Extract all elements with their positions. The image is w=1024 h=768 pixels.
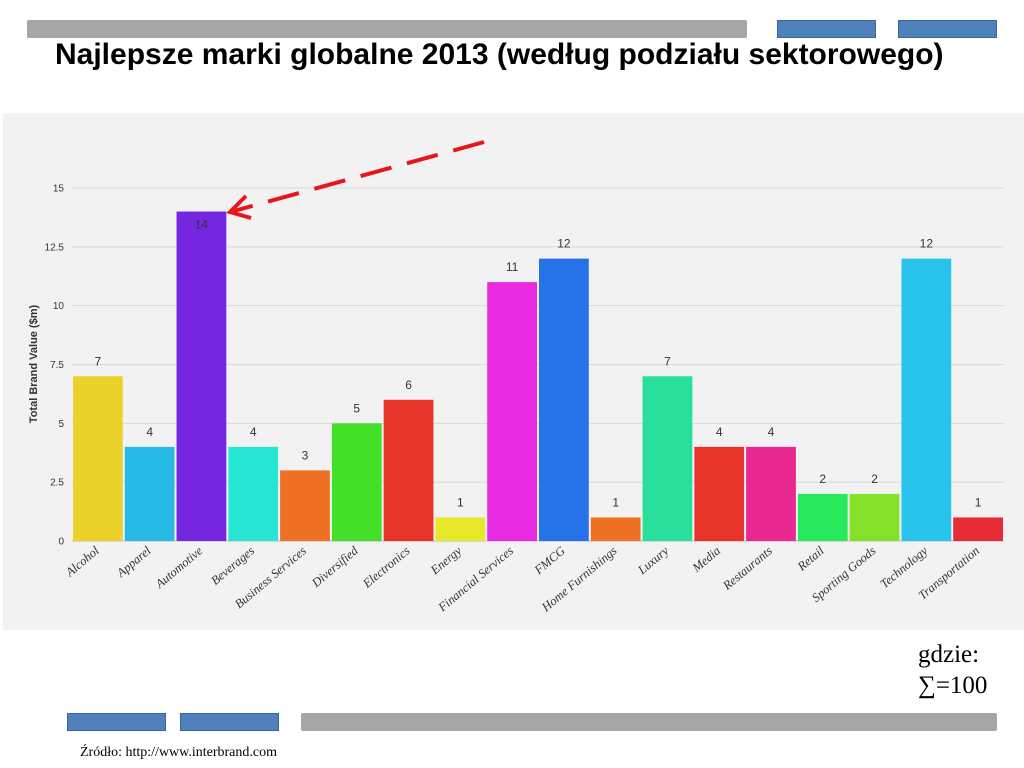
- x-tick-label: Energy: [427, 543, 464, 578]
- y-tick-label: 0: [58, 537, 64, 548]
- footer-blue-block: [180, 713, 279, 731]
- bar-value-label: 14: [195, 218, 209, 232]
- bar-value-label: 4: [250, 425, 257, 439]
- source-citation: Źródło: http://www.interbrand.com: [80, 745, 277, 760]
- header-blue-block: [777, 20, 876, 38]
- arrow-head: [226, 194, 252, 220]
- bar-value-label: 7: [95, 354, 102, 368]
- x-tick-label: FMCG: [531, 544, 568, 578]
- x-tick-label: Technology: [877, 543, 930, 591]
- y-tick-label: 10: [53, 301, 65, 312]
- bar-energy: [435, 517, 486, 541]
- bar-restaurants: [746, 446, 796, 541]
- dashed-arrow-annotation: [226, 140, 485, 220]
- bar-value-label: 2: [819, 472, 826, 486]
- y-tick-label: 7.5: [50, 360, 64, 371]
- bar-value-label: 7: [664, 354, 671, 368]
- bar-value-label: 3: [302, 448, 309, 462]
- arrow-shaft: [233, 140, 485, 213]
- x-tick-label: Apparel: [113, 543, 154, 580]
- bar-business-services: [280, 470, 330, 541]
- x-axis-labels: Alcohol Apparel Automotive BeveragesBusines…: [62, 543, 982, 615]
- bar-value-label: 11: [506, 260, 519, 274]
- bar-fmcg: [539, 258, 589, 541]
- chart-panel: 0 2.5 5 7.5 10 12.5 15 Total Brand Value ($m) …: [3, 113, 1024, 630]
- x-tick-label: Alcohol: [62, 543, 102, 580]
- footer-gray-bar: [301, 713, 997, 731]
- bar-value-label: 5: [353, 401, 360, 415]
- bar-financial-services: [487, 282, 537, 541]
- bars: [73, 211, 1003, 542]
- x-tick-label: Beverages: [208, 543, 257, 587]
- x-tick-label: Luxury: [634, 543, 671, 577]
- bar-diversified: [331, 423, 382, 541]
- x-tick-label: Retail: [794, 543, 827, 574]
- bar-electronics: [383, 399, 434, 541]
- y-axis-label: Total Brand Value ($m): [28, 304, 40, 423]
- x-tick-label: Media: [689, 544, 723, 576]
- bar-value-label: 4: [146, 425, 153, 439]
- bar-media: [694, 446, 745, 541]
- bar-sporting-goods: [849, 493, 900, 541]
- x-tick-label: Diversified: [308, 543, 361, 591]
- note-sum: ∑=100: [918, 672, 988, 699]
- bar-value-label: 1: [457, 495, 464, 509]
- bar-value-label: 4: [768, 425, 775, 439]
- x-tick-label: Restaurants: [719, 543, 775, 593]
- bar-value-label: 1: [612, 495, 619, 509]
- x-tick-label: Electronics: [359, 543, 412, 591]
- bar-value-label: 1: [975, 495, 982, 509]
- bar-home-furnishings: [590, 517, 641, 541]
- bar-automotive: [176, 211, 227, 542]
- x-tick-label: Automotive: [152, 543, 206, 591]
- bar-luxury: [642, 376, 693, 541]
- header-blue-block: [898, 20, 997, 38]
- bar-transportation: [953, 517, 1003, 541]
- bar-alcohol: [73, 376, 123, 541]
- y-axis-ticks: 0 2.5 5 7.5 10 12.5 15: [45, 184, 65, 548]
- bar-beverages: [228, 446, 279, 541]
- y-tick-label: 15: [53, 184, 65, 195]
- footer-blue-block: [67, 713, 166, 731]
- y-tick-label: 12.5: [45, 242, 65, 253]
- bar-value-label: 4: [716, 425, 723, 439]
- note-label: gdzie:: [918, 641, 980, 668]
- bar-value-label: 12: [557, 237, 571, 251]
- bar-retail: [797, 493, 848, 541]
- bar-value-label: 2: [871, 472, 878, 486]
- bar-technology: [901, 258, 952, 541]
- y-tick-label: 2.5: [50, 478, 64, 489]
- bar-value-label: 6: [405, 378, 412, 392]
- y-tick-label: 5: [58, 419, 64, 430]
- header-gray-bar: [27, 20, 747, 38]
- gridlines: [72, 187, 1004, 542]
- bar-value-label: 12: [920, 237, 934, 251]
- sum-note: gdzie: ∑=100: [918, 639, 987, 701]
- bar-apparel: [124, 446, 175, 541]
- slide-title: Najlepsze marki globalne 2013 (według po…: [55, 38, 944, 71]
